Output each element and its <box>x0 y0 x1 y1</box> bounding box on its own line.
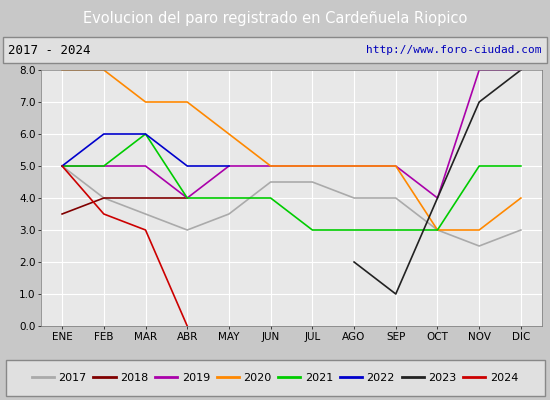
Legend: 2017, 2018, 2019, 2020, 2021, 2022, 2023, 2024: 2017, 2018, 2019, 2020, 2021, 2022, 2023… <box>28 368 522 388</box>
Text: Evolucion del paro registrado en Cardeñuela Riopico: Evolucion del paro registrado en Cardeñu… <box>83 10 467 26</box>
Text: http://www.foro-ciudad.com: http://www.foro-ciudad.com <box>366 45 542 55</box>
Text: 2017 - 2024: 2017 - 2024 <box>8 44 91 56</box>
